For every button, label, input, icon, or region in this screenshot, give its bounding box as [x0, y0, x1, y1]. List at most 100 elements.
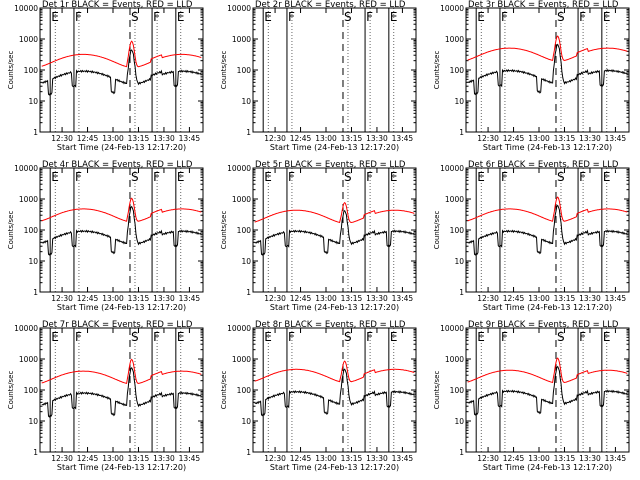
x-tick-label: 13:45	[392, 134, 414, 143]
x-tick-label: 13:15	[128, 294, 150, 303]
x-tick-label: 12:45	[503, 134, 525, 143]
marker-label: E	[477, 170, 485, 184]
marker-label: F	[501, 330, 508, 344]
marker-label: E	[51, 170, 59, 184]
y-tick-label: 10	[454, 417, 464, 426]
x-tick-label: 13:00	[315, 294, 337, 303]
events-series-line	[254, 368, 415, 417]
x-tick-label: 13:15	[128, 134, 150, 143]
panel-det-9: Det 9r BLACK = Events, RED = LLD 1 10 100 10…	[433, 320, 630, 472]
x-tick-label: 12:45	[77, 454, 99, 463]
x-tick-label: 12:45	[503, 454, 525, 463]
marker-label: F	[153, 330, 160, 344]
x-tick-label: 13:30	[153, 454, 175, 463]
x-tick-label: 12:30	[264, 454, 286, 463]
x-axis-label: Start Time (24-Feb-13 12:17:20)	[483, 143, 612, 152]
panel-det-2: Det 2r BLACK = Events, RED = LLD 1 10 100 10…	[220, 0, 417, 152]
marker-label: F	[288, 10, 295, 24]
panel-title: Det 2r BLACK = Events, RED = LLD	[255, 0, 406, 10]
y-tick-label: 100	[450, 66, 465, 75]
y-tick-label: 10000	[227, 164, 251, 173]
plot-frame	[39, 7, 204, 133]
panel-title: Det 3r BLACK = Events, RED = LLD	[468, 0, 619, 10]
panel-title: Det 4r BLACK = Events, RED = LLD	[42, 160, 193, 170]
lld-series-line	[254, 201, 415, 224]
events-series-line	[41, 49, 202, 96]
y-tick-label: 1000	[232, 355, 251, 364]
y-tick-label: 1	[459, 448, 464, 457]
x-axis-label: Start Time (24-Feb-13 12:17:20)	[270, 143, 399, 152]
lld-series-line	[41, 197, 202, 222]
marker-label: E	[390, 10, 398, 24]
marker-label: F	[75, 170, 82, 184]
lld-series-line	[254, 360, 415, 383]
marker-label: E	[603, 10, 611, 24]
marker-label: F	[366, 10, 373, 24]
x-tick-label: 13:00	[315, 134, 337, 143]
x-tick-label: 12:30	[264, 294, 286, 303]
panel-det-7: Det 7r BLACK = Events, RED = LLD 1 10 100 10…	[7, 320, 204, 472]
y-axis-label: Counts/sec	[433, 211, 441, 250]
y-tick-label: 1000	[445, 35, 464, 44]
y-tick-label: 10000	[440, 324, 464, 333]
x-tick-label: 13:45	[392, 294, 414, 303]
x-axis-label: Start Time (24-Feb-13 12:17:20)	[483, 303, 612, 312]
x-axis-label: Start Time (24-Feb-13 12:17:20)	[483, 463, 612, 472]
y-tick-label: 10000	[440, 4, 464, 13]
y-tick-label: 100	[24, 386, 39, 395]
x-tick-label: 12:45	[290, 294, 312, 303]
x-tick-label: 12:30	[477, 134, 499, 143]
x-tick-label: 13:00	[528, 294, 550, 303]
x-tick-label: 13:00	[315, 454, 337, 463]
x-tick-label: 13:15	[554, 134, 576, 143]
y-tick-label: 100	[450, 226, 465, 235]
panel-title: Det 6r BLACK = Events, RED = LLD	[468, 160, 619, 170]
y-tick-label: 10000	[14, 4, 38, 13]
y-tick-label: 10000	[227, 324, 251, 333]
x-tick-label: 12:45	[290, 454, 312, 463]
marker-label: E	[177, 10, 185, 24]
y-tick-label: 1	[246, 288, 251, 297]
y-tick-label: 10	[454, 97, 464, 106]
x-tick-label: 13:30	[366, 294, 388, 303]
x-tick-label: 13:45	[605, 134, 627, 143]
marker-label: F	[288, 170, 295, 184]
marker-label: S	[131, 330, 139, 344]
y-tick-label: 10000	[440, 164, 464, 173]
y-tick-label: 10	[28, 257, 38, 266]
x-tick-label: 13:00	[528, 454, 550, 463]
marker-label: E	[264, 10, 272, 24]
marker-label: F	[366, 330, 373, 344]
x-axis-label: Start Time (24-Feb-13 12:17:20)	[57, 303, 186, 312]
x-tick-label: 13:45	[605, 294, 627, 303]
panel-det-4: Det 4r BLACK = Events, RED = LLD 1 10 100 10…	[7, 160, 204, 312]
marker-label: E	[390, 170, 398, 184]
y-axis-label: Counts/sec	[433, 51, 441, 90]
plot-frame	[252, 7, 417, 133]
x-tick-label: 13:00	[102, 134, 124, 143]
x-axis-label: Start Time (24-Feb-13 12:17:20)	[57, 143, 186, 152]
events-series-line	[41, 205, 202, 256]
plot-frame	[465, 7, 630, 133]
marker-label: F	[75, 10, 82, 24]
marker-label: F	[579, 170, 586, 184]
plot-frame	[252, 327, 417, 453]
y-tick-label: 100	[237, 386, 252, 395]
events-series-line	[254, 209, 415, 256]
events-series-line	[467, 43, 628, 96]
marker-label: S	[557, 330, 565, 344]
x-tick-label: 13:30	[579, 134, 601, 143]
marker-label: F	[153, 10, 160, 24]
plot-frame	[465, 327, 630, 453]
marker-label: S	[344, 170, 352, 184]
x-tick-label: 13:15	[128, 454, 150, 463]
x-tick-label: 12:30	[477, 454, 499, 463]
y-tick-label: 1	[33, 288, 38, 297]
y-axis-label: Counts/sec	[220, 371, 228, 410]
y-tick-label: 1	[459, 288, 464, 297]
y-tick-label: 10	[241, 257, 251, 266]
marker-label: F	[579, 330, 586, 344]
y-tick-label: 1	[246, 128, 251, 137]
panel-det-3: Det 3r BLACK = Events, RED = LLD 1 10 100 10…	[433, 0, 630, 152]
